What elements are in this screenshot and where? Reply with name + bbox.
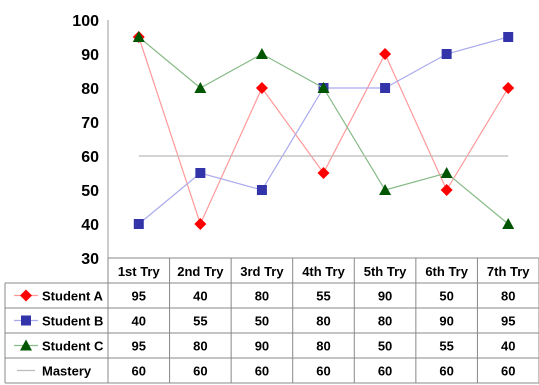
y-tick-label: 70 xyxy=(81,115,99,132)
legend-label: Student A xyxy=(42,289,104,304)
legend-label: Student B xyxy=(42,314,103,329)
data-label: 60 xyxy=(316,364,330,379)
data-label: 60 xyxy=(501,364,515,379)
point-marker xyxy=(132,31,145,42)
data-table: 1st Try 2nd Try 3rd Try 4th Try 5th Try 6th T… xyxy=(4,257,539,384)
point-marker xyxy=(195,168,206,178)
data-label: 80 xyxy=(316,314,330,329)
point-marker xyxy=(380,83,391,93)
point-marker xyxy=(133,219,144,229)
y-tick-label: 80 xyxy=(81,81,99,98)
point-marker xyxy=(440,184,453,196)
point-marker xyxy=(502,82,515,94)
point-marker xyxy=(255,48,268,59)
y-tick-label: 60 xyxy=(81,149,99,166)
point-marker xyxy=(20,339,32,351)
point-marker xyxy=(194,218,207,230)
data-label: 55 xyxy=(439,339,453,354)
data-label: 90 xyxy=(378,289,392,304)
data-label: 40 xyxy=(501,339,515,354)
data-label: 95 xyxy=(132,289,146,304)
point-marker xyxy=(317,82,330,93)
data-label: 60 xyxy=(378,364,392,379)
point-marker xyxy=(20,289,32,302)
series-student-c xyxy=(132,31,515,229)
series-line xyxy=(138,36,509,226)
legend-label: Mastery xyxy=(42,364,92,379)
series-student-b xyxy=(133,32,514,229)
point-marker xyxy=(379,184,392,195)
data-label: 55 xyxy=(193,314,207,329)
x-tick-label: 2nd Try xyxy=(177,264,224,279)
x-tick-label: 5th Try xyxy=(364,264,407,279)
y-tick-label: 90 xyxy=(81,47,99,64)
legend-label: Student C xyxy=(42,339,104,354)
y-tick-label: 40 xyxy=(81,217,99,234)
x-tick-label: 7th Try xyxy=(487,264,530,279)
data-label: 80 xyxy=(378,314,392,329)
series-line xyxy=(138,36,509,225)
data-label: 95 xyxy=(501,314,515,329)
data-label: 60 xyxy=(255,364,269,379)
y-tick-label: 50 xyxy=(81,183,99,200)
y-axis: 30 40 50 60 70 80 90 100 xyxy=(72,13,109,268)
data-label: 50 xyxy=(439,289,453,304)
point-marker xyxy=(317,167,330,179)
x-tick-label: 6th Try xyxy=(425,264,468,279)
series-student-a xyxy=(132,31,515,230)
point-marker xyxy=(503,32,514,42)
point-marker xyxy=(440,167,453,178)
data-label: 80 xyxy=(501,289,515,304)
data-label: 95 xyxy=(132,339,146,354)
point-marker xyxy=(441,49,452,59)
data-label: 40 xyxy=(193,289,207,304)
plot-area xyxy=(132,31,515,230)
data-label: 60 xyxy=(193,364,207,379)
point-marker xyxy=(379,48,392,60)
data-label: 80 xyxy=(316,339,330,354)
data-label: 55 xyxy=(316,289,330,304)
data-label: 80 xyxy=(255,289,269,304)
data-label: 90 xyxy=(255,339,269,354)
point-marker xyxy=(194,82,207,93)
x-tick-label: 3rd Try xyxy=(240,264,284,279)
data-label: 80 xyxy=(193,339,207,354)
point-marker xyxy=(256,185,267,195)
x-tick-label: 1st Try xyxy=(118,264,161,279)
series-line xyxy=(138,36,509,225)
data-label: 60 xyxy=(439,364,453,379)
x-tick-label: 4th Try xyxy=(302,264,345,279)
data-label: 90 xyxy=(439,314,453,329)
point-marker xyxy=(255,82,268,94)
y-tick-label: 30 xyxy=(81,251,99,268)
data-label: 50 xyxy=(378,339,392,354)
data-label: 40 xyxy=(132,314,146,329)
data-label: 60 xyxy=(132,364,146,379)
data-label: 50 xyxy=(255,314,269,329)
y-tick-label: 100 xyxy=(72,13,99,30)
point-marker xyxy=(21,315,31,326)
point-marker xyxy=(502,218,515,229)
